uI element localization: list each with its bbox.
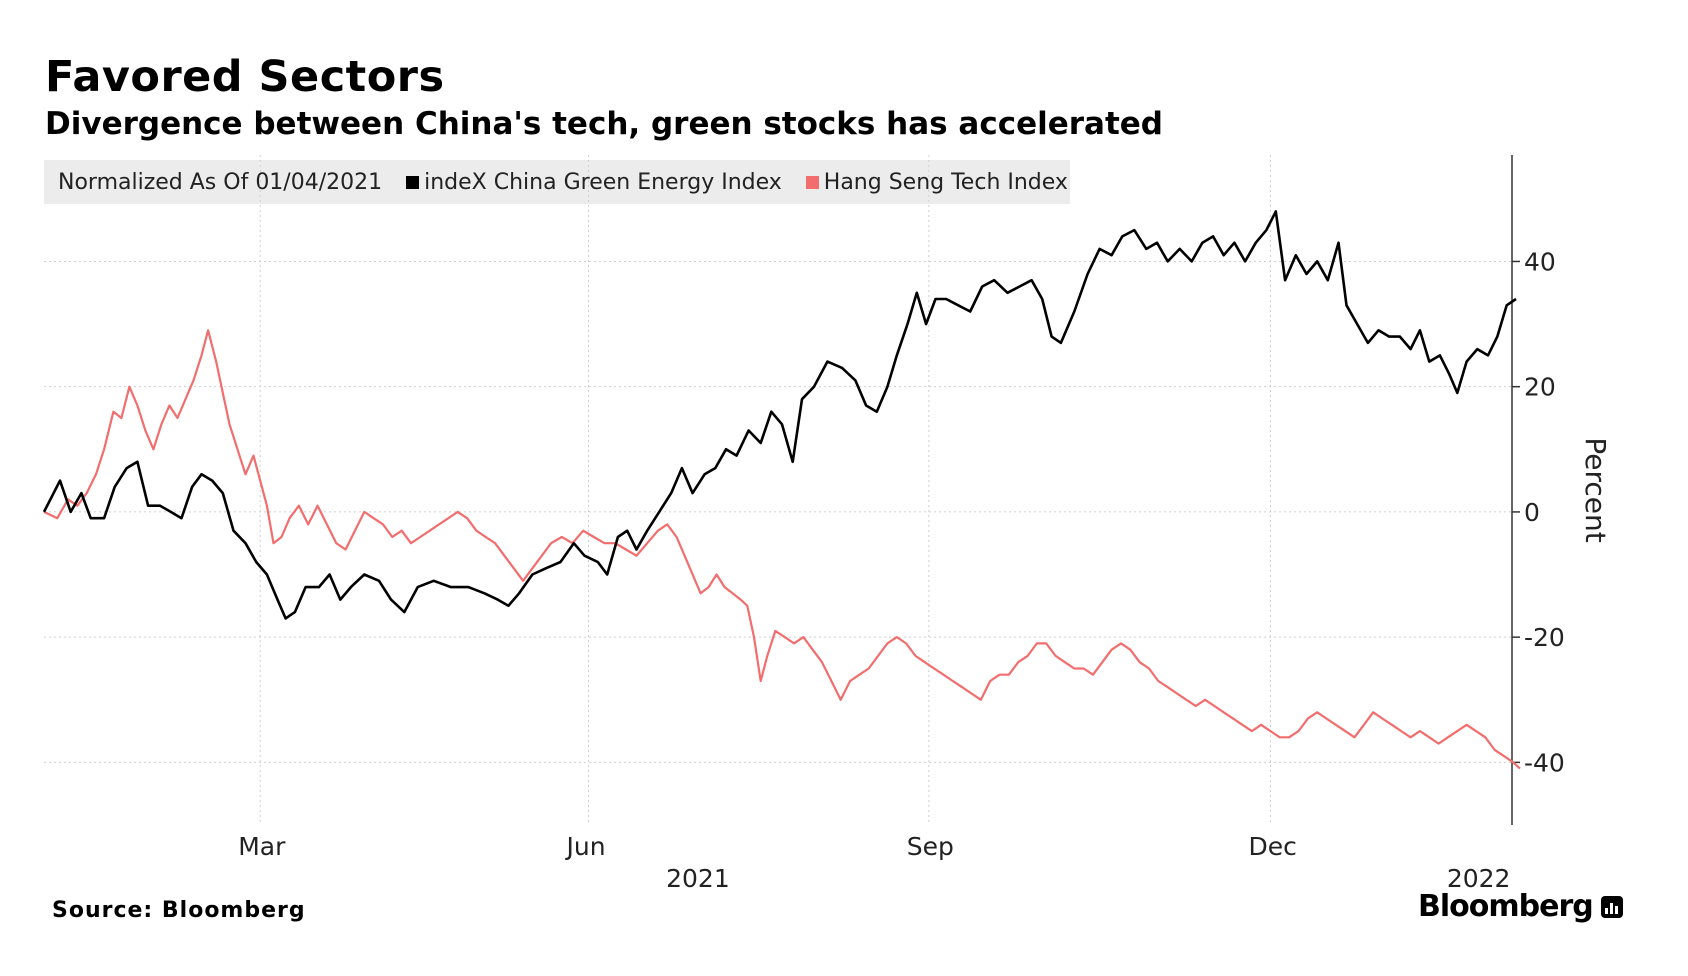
legend-note: Normalized As Of 01/04/2021 <box>58 169 383 195</box>
x-tick-label: Mar <box>238 832 286 861</box>
x-year-label: 2022 <box>1447 864 1511 893</box>
legend-label-green-energy: indeX China Green Energy Index <box>424 169 782 195</box>
brand-name: Bloomberg <box>1418 889 1594 924</box>
x-tick-label: Jun <box>564 832 605 861</box>
x-tick-label: Dec <box>1248 832 1296 861</box>
chart-subtitle: Divergence between China's tech, green s… <box>45 106 1163 142</box>
source-note: Source: Bloomberg <box>52 898 306 923</box>
y-axis-label: Percent <box>1579 437 1612 542</box>
legend-swatch-hang-seng-tech <box>805 175 819 189</box>
y-tick-label: 0 <box>1524 498 1540 527</box>
y-tick-label: 40 <box>1524 247 1556 276</box>
legend: Normalized As Of 01/04/2021 indeX China … <box>44 160 1070 204</box>
x-tick-label: Sep <box>907 832 954 861</box>
series-line-green-energy <box>42 210 1517 620</box>
y-tick-label: -20 <box>1524 623 1565 652</box>
x-year-label: 2021 <box>666 864 730 893</box>
legend-swatch-green-energy <box>406 175 420 189</box>
legend-item-hang-seng-tech: Hang Seng Tech Index <box>805 169 1068 195</box>
y-tick-label: 20 <box>1524 373 1556 402</box>
legend-label-hang-seng-tech: Hang Seng Tech Index <box>823 169 1068 195</box>
series-line-hang-seng-tech <box>43 329 1521 770</box>
brand-logo: Bloomberg <box>1418 889 1623 924</box>
chart-title: Favored Sectors <box>45 52 445 102</box>
bloomberg-terminal-icon <box>1600 895 1623 918</box>
legend-item-green-energy: indeX China Green Energy Index <box>406 170 782 195</box>
y-tick-label: -40 <box>1524 748 1565 777</box>
